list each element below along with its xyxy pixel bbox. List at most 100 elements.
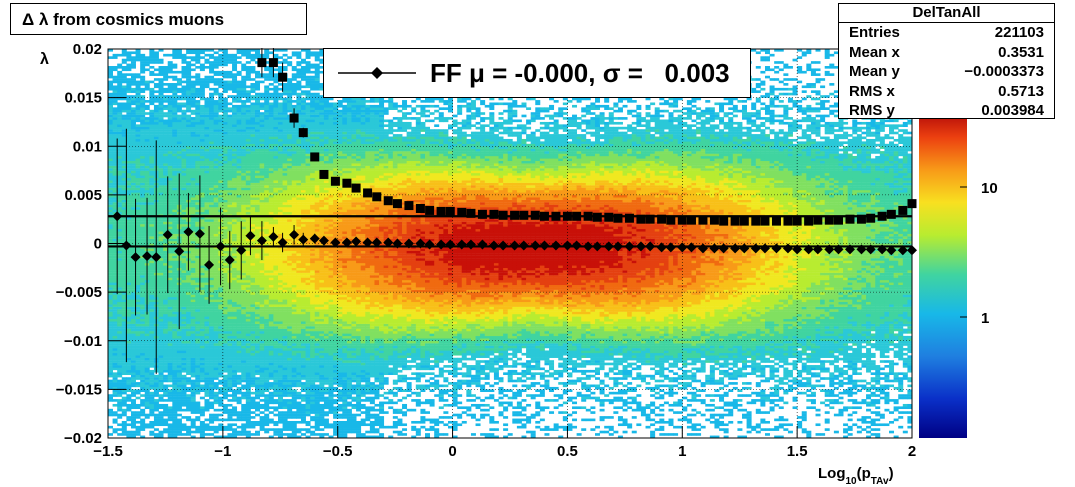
heatmap-cell xyxy=(117,192,123,196)
heatmap-cell xyxy=(204,148,210,152)
heatmap-cell xyxy=(158,250,164,254)
heatmap-cell xyxy=(112,367,118,371)
heatmap-cell xyxy=(149,408,155,412)
heatmap-cell xyxy=(199,279,205,283)
heatmap-cell xyxy=(190,199,196,203)
heatmap-cell xyxy=(176,396,182,400)
heatmap-cell xyxy=(130,107,136,110)
heatmap-cell xyxy=(121,168,127,171)
heatmap-cell xyxy=(255,73,261,76)
heatmap-cell xyxy=(167,165,173,169)
heatmap-cell xyxy=(117,228,123,232)
heatmap-cell xyxy=(167,63,173,67)
heatmap-cell xyxy=(172,199,178,203)
heatmap-cell xyxy=(158,306,164,310)
heatmap-cell xyxy=(163,163,169,166)
heatmap-cell xyxy=(195,253,201,256)
heatmap-cell xyxy=(121,124,127,127)
heatmap-cell xyxy=(245,194,251,198)
heatmap-cell xyxy=(144,85,150,89)
heatmap-cell xyxy=(186,78,192,81)
heatmap-cell xyxy=(190,425,196,429)
heatmap-cell xyxy=(213,204,219,208)
heatmap-cell xyxy=(153,73,159,76)
heatmap-cell xyxy=(250,112,256,115)
heatmap-cell xyxy=(186,321,192,324)
heatmap-cell xyxy=(158,318,164,322)
heatmap-cell xyxy=(126,396,132,400)
heatmap-cell xyxy=(213,323,219,327)
heatmap-cell xyxy=(209,199,215,203)
heatmap-cell xyxy=(213,292,219,295)
heatmap-cell xyxy=(190,326,196,329)
heatmap-cell xyxy=(241,104,247,108)
heatmap-cell xyxy=(227,367,233,371)
heatmap-cell xyxy=(149,423,155,427)
heatmap-cell xyxy=(245,165,251,169)
heatmap-cell xyxy=(149,119,155,123)
heatmap-cell xyxy=(190,435,196,438)
heatmap-cell xyxy=(255,109,261,113)
heatmap-cell xyxy=(250,425,256,429)
heatmap-cell xyxy=(259,146,265,149)
heatmap-cell xyxy=(199,296,205,300)
heatmap-cell xyxy=(209,360,215,363)
heatmap-cell xyxy=(121,304,127,307)
heatmap-cell xyxy=(195,382,201,385)
heatmap-cell xyxy=(209,389,215,393)
heatmap-cell xyxy=(112,399,118,402)
heatmap-cell xyxy=(250,343,256,346)
heatmap-cell xyxy=(241,226,247,230)
heatmap-cell xyxy=(135,343,141,346)
heatmap-cell xyxy=(232,360,238,363)
heatmap-cell xyxy=(218,199,224,203)
heatmap-cell xyxy=(195,282,201,286)
heatmap-cell xyxy=(172,425,178,429)
heatmap-cell xyxy=(255,180,261,183)
heatmap-cell xyxy=(117,163,123,166)
heatmap-cell xyxy=(241,124,247,127)
heatmap-cell xyxy=(126,284,132,288)
heatmap-cell xyxy=(250,160,256,164)
heatmap-cell xyxy=(112,187,118,191)
heatmap-cell xyxy=(158,226,164,230)
heatmap-cell xyxy=(190,258,196,261)
heatmap-cell xyxy=(195,411,201,414)
heatmap-cell xyxy=(245,282,251,286)
heatmap-cell xyxy=(241,187,247,191)
heatmap-cell xyxy=(232,109,238,113)
heatmap-cell xyxy=(108,338,113,341)
heatmap-cell xyxy=(209,119,215,123)
heatmap-cell xyxy=(213,187,219,191)
heatmap-cell xyxy=(126,182,132,186)
heatmap-cell xyxy=(245,163,251,166)
heatmap-cell xyxy=(126,73,132,76)
heatmap-cell xyxy=(167,155,173,159)
heatmap-cell xyxy=(167,194,173,198)
heatmap-cell xyxy=(190,165,196,169)
heatmap-cell xyxy=(209,384,215,388)
heatmap-cell xyxy=(172,328,178,332)
heatmap-cell xyxy=(255,80,261,84)
heatmap-cell xyxy=(172,284,178,288)
heatmap-cell xyxy=(112,374,118,378)
heatmap-cell xyxy=(108,224,113,227)
heatmap-cell xyxy=(250,175,256,179)
heatmap-cell xyxy=(172,221,178,225)
heatmap-cell xyxy=(163,328,169,332)
heatmap-cell xyxy=(158,326,164,329)
heatmap-cell xyxy=(135,318,141,322)
heatmap-cell xyxy=(149,175,155,179)
heatmap-cell xyxy=(186,141,192,145)
heatmap-cell xyxy=(195,95,201,98)
heatmap-cell xyxy=(121,384,127,388)
heatmap-cell xyxy=(255,265,261,269)
heatmap-cell xyxy=(130,416,136,419)
heatmap-cell xyxy=(158,275,164,278)
heatmap-cell xyxy=(149,155,155,159)
heatmap-cell xyxy=(112,365,118,368)
heatmap-cell xyxy=(209,287,215,290)
heatmap-cell xyxy=(167,326,173,329)
heatmap-cell xyxy=(181,408,187,412)
heatmap-cell xyxy=(135,299,141,303)
